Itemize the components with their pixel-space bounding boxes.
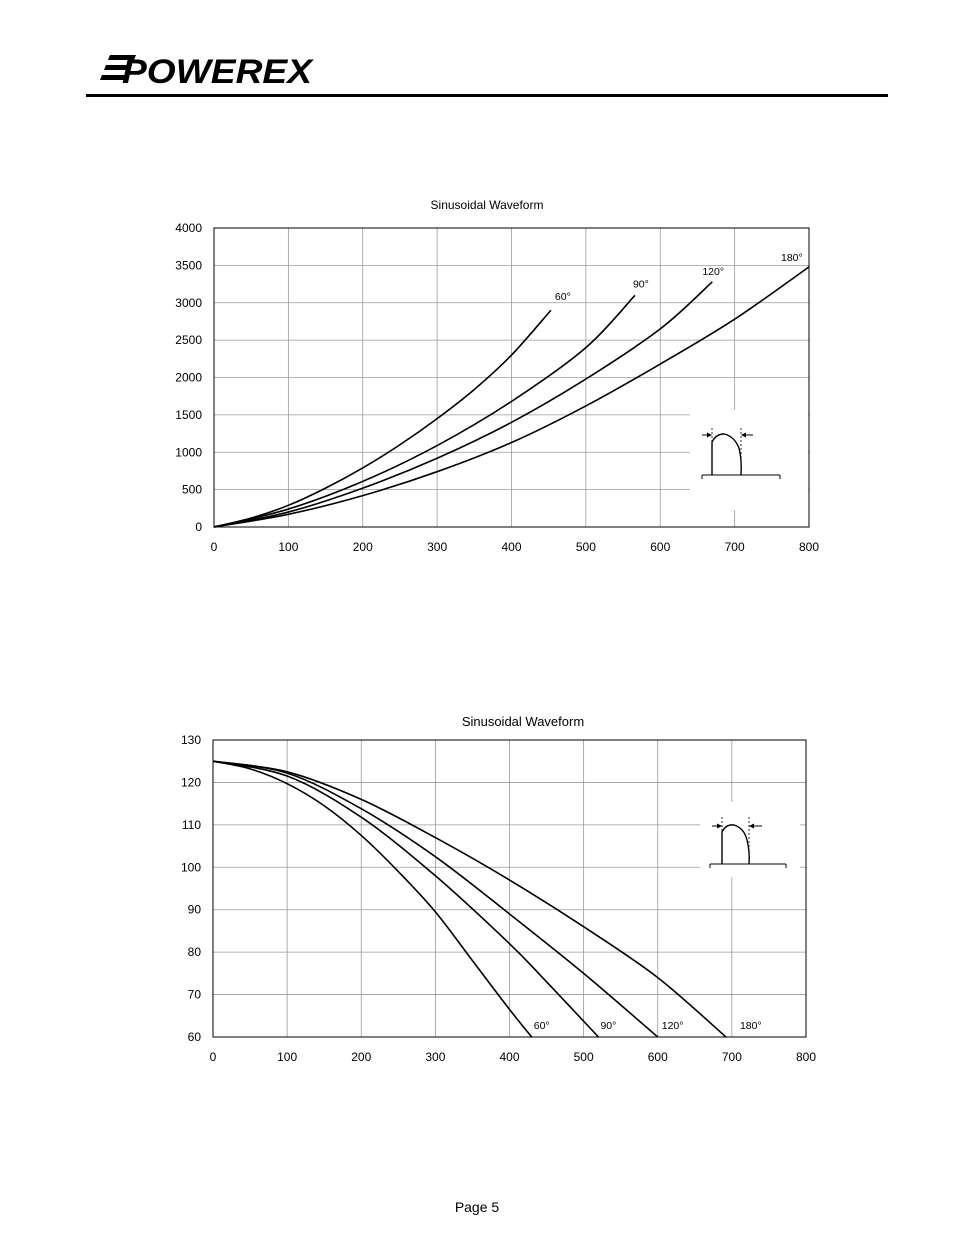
chart-title: Sinusoidal Waveform: [431, 198, 544, 212]
y-tick-label: 3000: [175, 296, 202, 310]
chart-title: Sinusoidal Waveform: [462, 714, 584, 729]
plot-frame: [212, 739, 807, 1038]
x-tick-label: 300: [427, 540, 447, 554]
tick-labels: 0 100 200 300 400 500 600 700 800 0 500 1000 1500 200…: [175, 221, 819, 554]
series-label-2: 120°: [662, 1020, 684, 1032]
y-tick-label: 70: [188, 988, 202, 1002]
x-tick-label: 500: [576, 540, 596, 554]
series-labels: 60° 90° 120° 180°: [534, 1020, 762, 1032]
y-tick-label: 130: [181, 733, 201, 747]
y-tick-label: 1000: [175, 445, 202, 459]
y-tick-label: 4000: [175, 221, 202, 235]
x-tick-label: 800: [796, 1050, 816, 1064]
series-line-3: [213, 266, 810, 528]
series-lines: [212, 760, 727, 1038]
x-tick-label: 800: [799, 540, 819, 554]
series-label-2: 120°: [702, 266, 724, 278]
series-lines: [213, 266, 810, 528]
x-tick-label: 700: [725, 540, 745, 554]
grid-lines: [212, 739, 807, 1038]
series-line-0: [213, 309, 552, 528]
y-tick-label: 2000: [175, 371, 202, 385]
waveform-inset: [690, 410, 808, 510]
series-labels: 60° 90° 120° 180°: [555, 252, 803, 303]
y-tick-label: 1500: [175, 408, 202, 422]
y-tick-label: 60: [188, 1030, 202, 1044]
tick-labels: 0 100 200 300 400 500 600 700 800 60 70 80 90 100 110 1…: [181, 733, 816, 1064]
series-label-3: 180°: [740, 1020, 762, 1032]
x-tick-label: 100: [278, 540, 298, 554]
x-tick-label: 0: [211, 540, 218, 554]
waveform-inset: [700, 802, 800, 877]
x-tick-label: 700: [722, 1050, 742, 1064]
x-tick-label: 600: [650, 540, 670, 554]
chart-power-dissipation: Sinusoidal Waveform 0 100 200 300 400 500 600 7…: [175, 198, 819, 554]
y-tick-label: 2500: [175, 333, 202, 347]
x-tick-label: 0: [210, 1050, 217, 1064]
page-number: Page 5: [454, 1199, 500, 1215]
x-tick-label: 200: [351, 1050, 371, 1064]
y-tick-label: 80: [188, 945, 202, 959]
y-tick-label: 120: [181, 775, 201, 789]
plot-frame: [213, 227, 810, 528]
x-tick-label: 400: [499, 1050, 519, 1064]
header-rule: [86, 94, 888, 97]
x-tick-label: 500: [574, 1050, 594, 1064]
y-tick-label: 90: [188, 903, 202, 917]
powerex-logo: POWEREX: [100, 53, 315, 90]
series-line-1: [213, 294, 636, 528]
logo-speed-stripes: [100, 55, 136, 80]
y-tick-label: 110: [182, 818, 201, 832]
y-tick-label: 0: [195, 520, 202, 534]
series-line-3: [212, 760, 727, 1038]
x-tick-label: 100: [277, 1050, 297, 1064]
chart-case-temperature: Sinusoidal Waveform 0 100 200 300 400 500 600 7…: [181, 714, 816, 1064]
series-line-2: [213, 281, 713, 528]
series-label-0: 60°: [555, 291, 571, 303]
x-tick-label: 300: [425, 1050, 445, 1064]
y-tick-label: 500: [182, 483, 202, 497]
logo-wordmark: POWEREX: [122, 53, 315, 90]
series-line-2: [212, 760, 659, 1038]
y-tick-label: 3500: [175, 258, 202, 272]
y-tick-label: 100: [181, 860, 201, 874]
series-line-1: [212, 760, 600, 1038]
x-tick-label: 400: [501, 540, 521, 554]
x-tick-label: 600: [648, 1050, 668, 1064]
x-tick-label: 200: [353, 540, 373, 554]
series-line-0: [212, 760, 533, 1038]
series-label-0: 60°: [534, 1020, 550, 1032]
series-label-1: 90°: [633, 278, 649, 290]
series-label-1: 90°: [600, 1020, 616, 1032]
series-label-3: 180°: [781, 252, 803, 264]
